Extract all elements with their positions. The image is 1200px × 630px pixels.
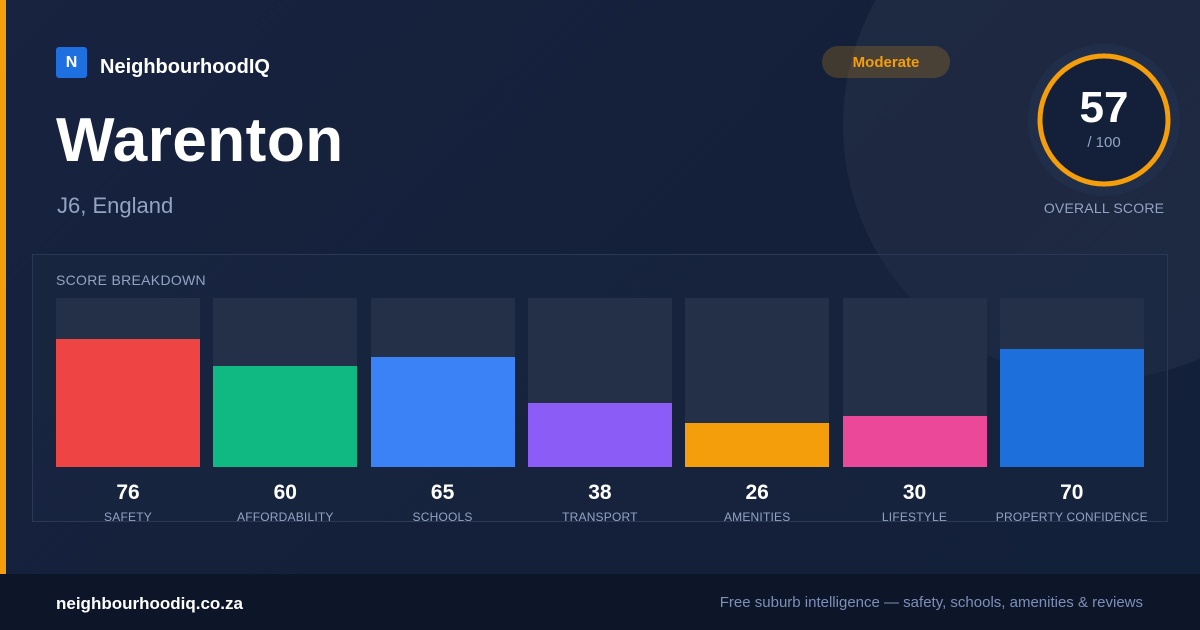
score-ring-svg: [1028, 44, 1180, 196]
hero-panel: N NeighbourhoodIQ Warenton J6, England M…: [0, 0, 1200, 574]
bar-label: TRANSPORT: [562, 510, 638, 524]
bar-fill: [685, 423, 830, 467]
bar-fill: [56, 338, 200, 467]
bar-label: SAFETY: [104, 510, 152, 524]
score-bar-affordability: 60 AFFORDABILITY: [213, 298, 358, 524]
score-breakdown-panel: SCORE BREAKDOWN 76 SAFETY 60 AFFORDABILITY 6…: [32, 254, 1168, 524]
bar-label: SCHOOLS: [412, 510, 473, 524]
brand-logo-icon: N: [56, 47, 87, 78]
bar-fill: [370, 357, 515, 467]
overall-score-ring: 57 / 100: [1028, 44, 1180, 196]
bar-fill: [527, 402, 672, 467]
bar-track: [370, 298, 515, 467]
bar-label: AFFORDABILITY: [236, 510, 334, 524]
score-bar-safety: 76 SAFETY: [56, 298, 200, 524]
overall-score-label: OVERALL SCORE: [1043, 200, 1165, 216]
overall-score-value: 57: [1079, 83, 1129, 132]
score-bar-lifestyle: 30 LIFESTYLE: [842, 298, 987, 524]
score-bar-transport: 38 TRANSPORT: [527, 298, 672, 524]
bar-fill: [213, 365, 358, 467]
bar-value: 26: [745, 481, 769, 504]
bar-fill: [842, 416, 987, 467]
bar-label: PROPERTY CONFIDENCE: [995, 510, 1148, 524]
bar-value: 76: [116, 481, 140, 504]
accent-bar: [0, 0, 6, 574]
footer-tagline: Free suburb intelligence — safety, schoo…: [719, 594, 1143, 611]
footer-domain-link[interactable]: neighbourhoodiq.co.za: [56, 594, 243, 613]
score-bar-schools: 65 SCHOOLS: [370, 298, 515, 524]
brand[interactable]: N NeighbourhoodIQ: [56, 46, 270, 79]
bar-fill: [999, 348, 1144, 467]
score-bar-amenities: 26 AMENITIES: [685, 298, 830, 524]
bar-track: [685, 298, 830, 467]
footer: neighbourhoodiq.co.za Free suburb intell…: [0, 574, 1200, 630]
bar-value: 65: [430, 481, 455, 504]
bar-value: 30: [902, 481, 927, 504]
bar-track: [213, 298, 358, 467]
bar-track: [527, 298, 672, 467]
bar-value: 70: [1060, 481, 1084, 504]
bar-track: [999, 298, 1144, 467]
breakdown-title: SCORE BREAKDOWN: [56, 272, 206, 288]
bar-value: 60: [273, 481, 297, 504]
bar-track: [56, 298, 200, 467]
score-ring-stroke: [1037, 53, 1171, 187]
rating-badge: Moderate: [822, 46, 950, 78]
bar-label: LIFESTYLE: [881, 510, 948, 524]
suburb-title: Warenton: [56, 106, 344, 175]
overall-score-max: / 100: [1087, 134, 1121, 151]
bar-value: 38: [588, 481, 612, 504]
suburb-location: J6, England: [57, 193, 174, 218]
bar-track: [842, 298, 987, 467]
brand-name: NeighbourhoodIQ: [100, 56, 270, 78]
bar-label: AMENITIES: [723, 510, 791, 524]
score-bar-property-confidence: 70 PROPERTY CONFIDENCE: [996, 298, 1148, 524]
